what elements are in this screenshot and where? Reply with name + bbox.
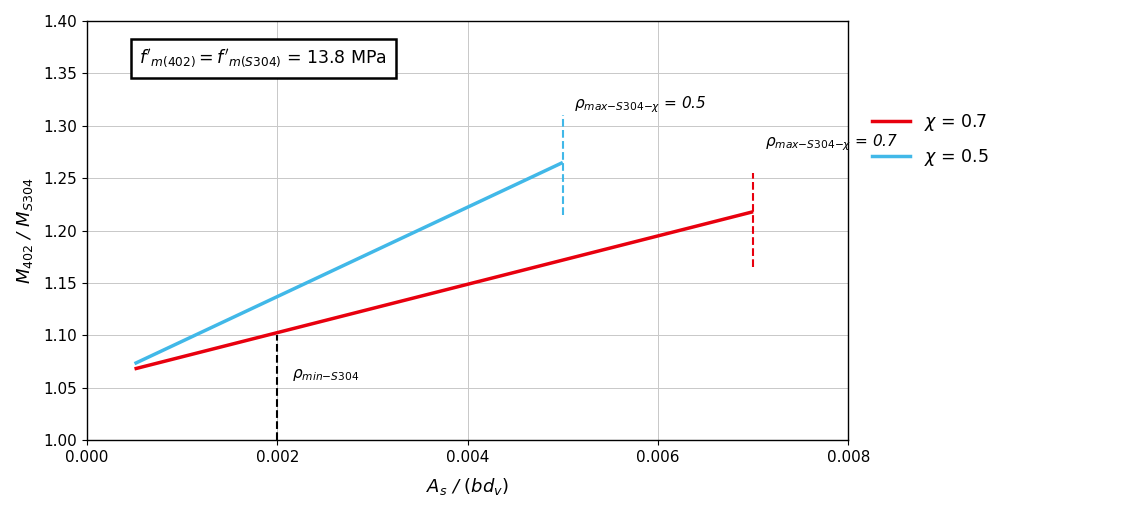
Y-axis label: $M_{402}$ / $M_{S304}$: $M_{402}$ / $M_{S304}$ bbox=[15, 177, 35, 284]
Text: $f'_{m(402)} = f'_{m(S304)}$ = 13.8 MPa: $f'_{m(402)} = f'_{m(S304)}$ = 13.8 MPa bbox=[139, 47, 387, 70]
X-axis label: $A_s$ / $(bd_v)$: $A_s$ / $(bd_v)$ bbox=[426, 476, 509, 497]
Text: $\rho_{max\mathit{-}S304\mathit{-}\chi}$ = 0.5: $\rho_{max\mathit{-}S304\mathit{-}\chi}$… bbox=[574, 94, 706, 115]
Legend: $\chi$ = 0.7, $\chi$ = 0.5: $\chi$ = 0.7, $\chi$ = 0.5 bbox=[864, 105, 996, 175]
Text: $\rho_{min\mathit{-}S304}$: $\rho_{min\mathit{-}S304}$ bbox=[291, 367, 359, 383]
Text: $\rho_{max\mathit{-}S304\mathit{-}\chi}$ = 0.7: $\rho_{max\mathit{-}S304\mathit{-}\chi}$… bbox=[765, 133, 898, 154]
